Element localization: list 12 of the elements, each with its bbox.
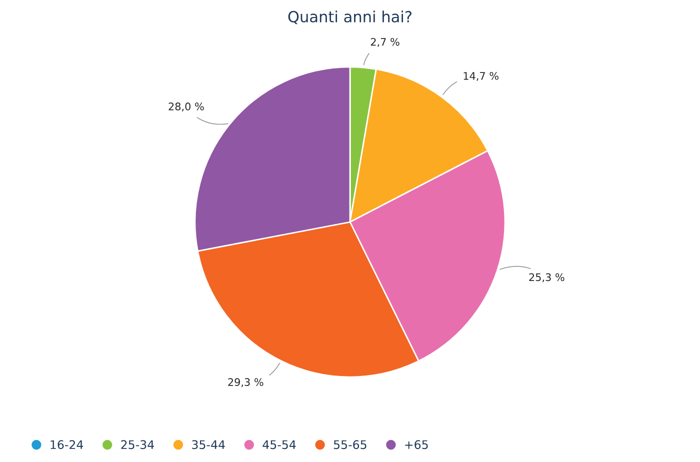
legend-label: 35-44 bbox=[192, 440, 225, 450]
data-label: 28,0 % bbox=[168, 102, 204, 112]
chart-title: Quanti anni hai? bbox=[288, 10, 412, 24]
data-label: 14,7 % bbox=[464, 72, 498, 81]
data-label: 25,3 % bbox=[529, 273, 564, 282]
legend-label: 25-34 bbox=[121, 440, 154, 450]
data-label: 29,3 % bbox=[228, 378, 264, 388]
legend-label: 55-65 bbox=[334, 440, 366, 450]
legend-label: 45-54 bbox=[262, 440, 296, 450]
legend-label: +65 bbox=[405, 440, 428, 450]
legend-label: 16-24 bbox=[50, 440, 84, 450]
data-label: 2,7 % bbox=[370, 38, 400, 47]
